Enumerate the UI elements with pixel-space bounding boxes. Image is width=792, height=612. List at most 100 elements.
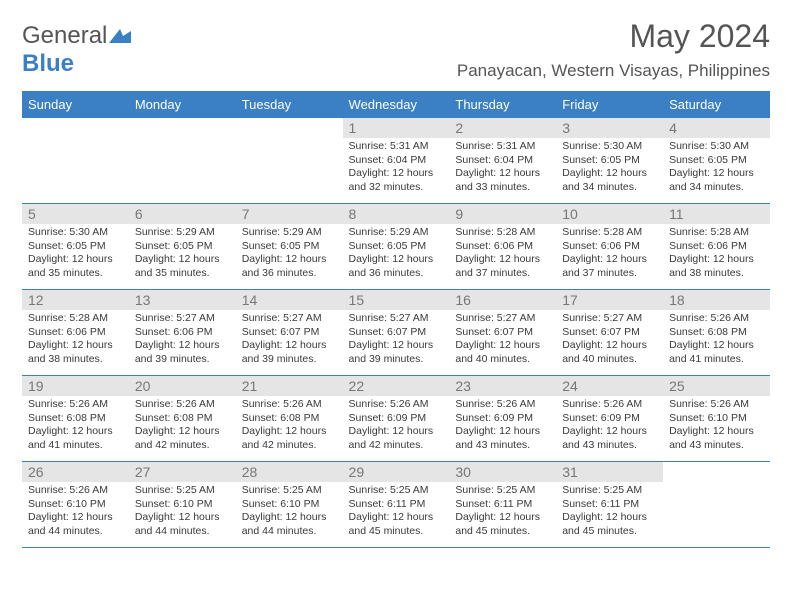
day-number: 2 (449, 118, 556, 138)
calendar-day-cell: 16Sunrise: 5:27 AMSunset: 6:07 PMDayligh… (449, 290, 556, 376)
weekday-header: Wednesday (343, 92, 450, 118)
day-details: Sunrise: 5:29 AMSunset: 6:05 PMDaylight:… (349, 226, 444, 281)
title-block: May 2024 Panayacan, Western Visayas, Phi… (457, 18, 770, 81)
day-number: 25 (663, 376, 770, 396)
logo-text: General Blue (22, 22, 131, 78)
logo-text-part2: Blue (22, 50, 74, 77)
calendar-day-cell: 3Sunrise: 5:30 AMSunset: 6:05 PMDaylight… (556, 118, 663, 204)
calendar-body: 1Sunrise: 5:31 AMSunset: 6:04 PMDaylight… (22, 118, 770, 548)
day-number: 6 (129, 204, 236, 224)
day-details: Sunrise: 5:31 AMSunset: 6:04 PMDaylight:… (349, 140, 444, 195)
calendar-day-cell: 21Sunrise: 5:26 AMSunset: 6:08 PMDayligh… (236, 376, 343, 462)
day-number: 31 (556, 462, 663, 482)
page-header: General Blue May 2024 Panayacan, Western… (22, 18, 770, 81)
day-details: Sunrise: 5:26 AMSunset: 6:09 PMDaylight:… (455, 398, 550, 453)
weekday-header: Saturday (663, 92, 770, 118)
day-details: Sunrise: 5:26 AMSunset: 6:08 PMDaylight:… (28, 398, 123, 453)
calendar-week-row: 19Sunrise: 5:26 AMSunset: 6:08 PMDayligh… (22, 376, 770, 462)
day-number: 3 (556, 118, 663, 138)
calendar-day-cell: 23Sunrise: 5:26 AMSunset: 6:09 PMDayligh… (449, 376, 556, 462)
calendar-day-cell: 9Sunrise: 5:28 AMSunset: 6:06 PMDaylight… (449, 204, 556, 290)
logo-text-part1: General (22, 22, 107, 49)
day-details: Sunrise: 5:25 AMSunset: 6:10 PMDaylight:… (242, 484, 337, 539)
day-number: 26 (22, 462, 129, 482)
calendar-day-cell: 29Sunrise: 5:25 AMSunset: 6:11 PMDayligh… (343, 462, 450, 548)
calendar-day-cell: 30Sunrise: 5:25 AMSunset: 6:11 PMDayligh… (449, 462, 556, 548)
calendar-day-cell: 28Sunrise: 5:25 AMSunset: 6:10 PMDayligh… (236, 462, 343, 548)
day-number: 7 (236, 204, 343, 224)
day-details: Sunrise: 5:28 AMSunset: 6:06 PMDaylight:… (28, 312, 123, 367)
day-number: 5 (22, 204, 129, 224)
calendar-day-cell: 12Sunrise: 5:28 AMSunset: 6:06 PMDayligh… (22, 290, 129, 376)
calendar-day-cell: 7Sunrise: 5:29 AMSunset: 6:05 PMDaylight… (236, 204, 343, 290)
calendar-day-cell: 13Sunrise: 5:27 AMSunset: 6:06 PMDayligh… (129, 290, 236, 376)
calendar-day-cell: 19Sunrise: 5:26 AMSunset: 6:08 PMDayligh… (22, 376, 129, 462)
day-number: 23 (449, 376, 556, 396)
calendar-day-cell: 24Sunrise: 5:26 AMSunset: 6:09 PMDayligh… (556, 376, 663, 462)
calendar-day-cell (129, 118, 236, 204)
calendar-day-cell: 25Sunrise: 5:26 AMSunset: 6:10 PMDayligh… (663, 376, 770, 462)
day-details: Sunrise: 5:26 AMSunset: 6:09 PMDaylight:… (562, 398, 657, 453)
day-details: Sunrise: 5:27 AMSunset: 6:07 PMDaylight:… (455, 312, 550, 367)
day-details: Sunrise: 5:27 AMSunset: 6:07 PMDaylight:… (242, 312, 337, 367)
day-number: 4 (663, 118, 770, 138)
day-number: 11 (663, 204, 770, 224)
day-details: Sunrise: 5:25 AMSunset: 6:10 PMDaylight:… (135, 484, 230, 539)
calendar-weekday-header: SundayMondayTuesdayWednesdayThursdayFrid… (22, 92, 770, 118)
day-number: 29 (343, 462, 450, 482)
day-details: Sunrise: 5:30 AMSunset: 6:05 PMDaylight:… (562, 140, 657, 195)
logo-mark-icon (109, 22, 131, 50)
weekday-header: Monday (129, 92, 236, 118)
calendar-day-cell: 5Sunrise: 5:30 AMSunset: 6:05 PMDaylight… (22, 204, 129, 290)
day-details: Sunrise: 5:25 AMSunset: 6:11 PMDaylight:… (455, 484, 550, 539)
day-number: 27 (129, 462, 236, 482)
calendar-table: SundayMondayTuesdayWednesdayThursdayFrid… (22, 91, 770, 548)
day-number: 10 (556, 204, 663, 224)
calendar-day-cell (22, 118, 129, 204)
calendar-day-cell: 14Sunrise: 5:27 AMSunset: 6:07 PMDayligh… (236, 290, 343, 376)
weekday-header: Thursday (449, 92, 556, 118)
day-details: Sunrise: 5:25 AMSunset: 6:11 PMDaylight:… (349, 484, 444, 539)
logo: General Blue (22, 22, 131, 78)
day-details: Sunrise: 5:26 AMSunset: 6:09 PMDaylight:… (349, 398, 444, 453)
location-subtitle: Panayacan, Western Visayas, Philippines (457, 61, 770, 81)
day-number: 13 (129, 290, 236, 310)
day-number: 17 (556, 290, 663, 310)
day-details: Sunrise: 5:26 AMSunset: 6:08 PMDaylight:… (669, 312, 764, 367)
day-details: Sunrise: 5:29 AMSunset: 6:05 PMDaylight:… (242, 226, 337, 281)
calendar-week-row: 26Sunrise: 5:26 AMSunset: 6:10 PMDayligh… (22, 462, 770, 548)
day-number: 8 (343, 204, 450, 224)
calendar-day-cell: 18Sunrise: 5:26 AMSunset: 6:08 PMDayligh… (663, 290, 770, 376)
day-details: Sunrise: 5:26 AMSunset: 6:10 PMDaylight:… (28, 484, 123, 539)
calendar-day-cell: 20Sunrise: 5:26 AMSunset: 6:08 PMDayligh… (129, 376, 236, 462)
calendar-day-cell: 31Sunrise: 5:25 AMSunset: 6:11 PMDayligh… (556, 462, 663, 548)
day-details: Sunrise: 5:28 AMSunset: 6:06 PMDaylight:… (562, 226, 657, 281)
day-number: 19 (22, 376, 129, 396)
calendar-week-row: 12Sunrise: 5:28 AMSunset: 6:06 PMDayligh… (22, 290, 770, 376)
day-details: Sunrise: 5:25 AMSunset: 6:11 PMDaylight:… (562, 484, 657, 539)
calendar-week-row: 1Sunrise: 5:31 AMSunset: 6:04 PMDaylight… (22, 118, 770, 204)
calendar-day-cell: 10Sunrise: 5:28 AMSunset: 6:06 PMDayligh… (556, 204, 663, 290)
calendar-day-cell: 8Sunrise: 5:29 AMSunset: 6:05 PMDaylight… (343, 204, 450, 290)
calendar-day-cell: 22Sunrise: 5:26 AMSunset: 6:09 PMDayligh… (343, 376, 450, 462)
day-details: Sunrise: 5:26 AMSunset: 6:08 PMDaylight:… (242, 398, 337, 453)
calendar-day-cell: 27Sunrise: 5:25 AMSunset: 6:10 PMDayligh… (129, 462, 236, 548)
calendar-day-cell: 15Sunrise: 5:27 AMSunset: 6:07 PMDayligh… (343, 290, 450, 376)
day-number: 1 (343, 118, 450, 138)
day-number: 16 (449, 290, 556, 310)
day-details: Sunrise: 5:26 AMSunset: 6:08 PMDaylight:… (135, 398, 230, 453)
day-details: Sunrise: 5:31 AMSunset: 6:04 PMDaylight:… (455, 140, 550, 195)
day-details: Sunrise: 5:27 AMSunset: 6:07 PMDaylight:… (562, 312, 657, 367)
day-details: Sunrise: 5:26 AMSunset: 6:10 PMDaylight:… (669, 398, 764, 453)
day-details: Sunrise: 5:30 AMSunset: 6:05 PMDaylight:… (28, 226, 123, 281)
day-details: Sunrise: 5:27 AMSunset: 6:06 PMDaylight:… (135, 312, 230, 367)
month-title: May 2024 (457, 18, 770, 55)
calendar-day-cell: 6Sunrise: 5:29 AMSunset: 6:05 PMDaylight… (129, 204, 236, 290)
day-number: 12 (22, 290, 129, 310)
day-details: Sunrise: 5:28 AMSunset: 6:06 PMDaylight:… (455, 226, 550, 281)
day-number: 22 (343, 376, 450, 396)
calendar-day-cell (663, 462, 770, 548)
day-number: 9 (449, 204, 556, 224)
day-number: 24 (556, 376, 663, 396)
calendar-day-cell: 4Sunrise: 5:30 AMSunset: 6:05 PMDaylight… (663, 118, 770, 204)
